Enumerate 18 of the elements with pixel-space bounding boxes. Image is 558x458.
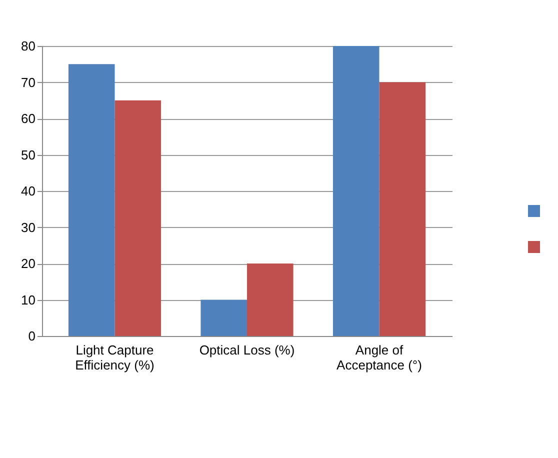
bar <box>379 82 426 336</box>
bar <box>114 100 162 336</box>
x-tick-label: Optical Loss (%) <box>199 342 295 358</box>
y-tick-label: 60 <box>21 111 36 126</box>
y-tick-label: 0 <box>28 328 36 344</box>
x-tick-label: Light Capture Efficiency (%) <box>75 342 154 372</box>
bar <box>68 64 115 336</box>
y-tick-label: 80 <box>21 38 36 54</box>
y-tick-label: 10 <box>21 292 36 308</box>
bar <box>332 46 380 336</box>
bar <box>200 300 247 336</box>
y-tick-label: 70 <box>21 74 36 90</box>
bar <box>247 264 294 336</box>
y-tick-label: 50 <box>21 147 36 162</box>
y-tick-label: 40 <box>21 184 36 198</box>
y-tick-label: 20 <box>21 256 36 271</box>
x-tick-label: Angle of Acceptance (°) <box>336 342 422 372</box>
y-tick-label: 30 <box>21 220 36 235</box>
